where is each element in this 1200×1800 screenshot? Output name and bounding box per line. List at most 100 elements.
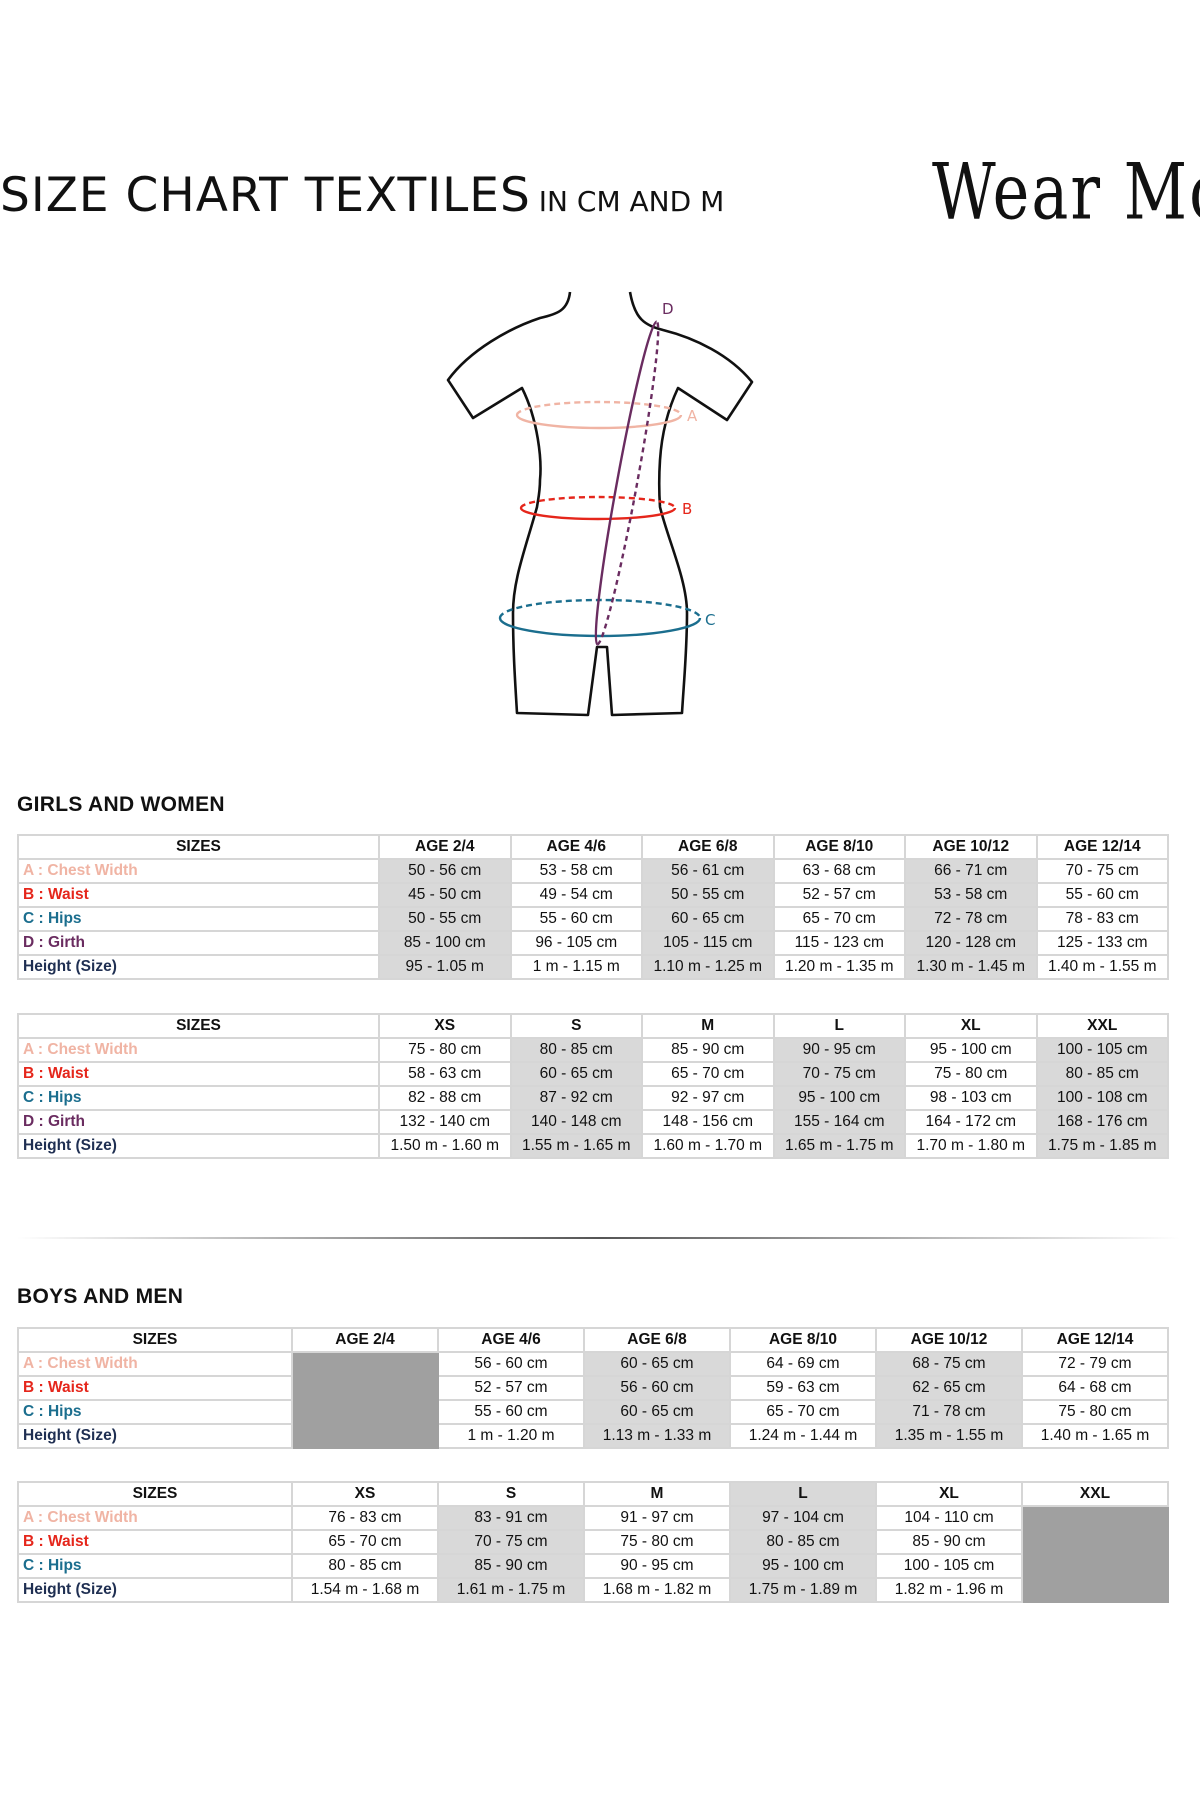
measurement-cell: 80 - 85 cm [1035,1061,1169,1087]
row-label-girth: D : Girth [17,930,380,956]
unavailable-cell [1021,1505,1169,1531]
measurement-cell: 78 - 83 cm [1035,906,1169,932]
unavailable-cell [291,1351,439,1377]
row-label-waist: B : Waist [17,882,380,908]
row-label-waist: B : Waist [17,1375,293,1401]
measurement-cell: 96 - 105 cm [509,930,643,956]
measurement-cell: 58 - 63 cm [378,1061,512,1087]
measurement-cell: 60 - 65 cm [583,1399,731,1425]
measurement-cell: 65 - 70 cm [772,906,906,932]
measurement-cell: 50 - 55 cm [641,882,775,908]
measurement-cell: 92 - 97 cm [641,1085,775,1111]
unavailable-cell [291,1423,439,1449]
header-size-column: XL [875,1481,1023,1507]
header-size-column: AGE 10/12 [875,1327,1023,1353]
section-divider [17,1237,1180,1239]
header-size-column: M [641,1013,775,1039]
measurement-cell: 100 - 108 cm [1035,1085,1169,1111]
measurement-cell: 1.60 m - 1.70 m [641,1133,775,1159]
measurement-cell: 66 - 71 cm [904,858,1038,884]
measurement-cell: 56 - 60 cm [583,1375,731,1401]
girls-age-size-table: SIZES AGE 2/4 AGE 4/6 AGE 6/8 AGE 8/10 AGE 10… [17,834,1169,980]
row-label-hips: C : Hips [17,1085,380,1111]
row-label-chest: A : Chest Width [17,1505,293,1531]
measurement-cell: 55 - 60 cm [437,1399,585,1425]
hips-ellipse-back [498,598,702,619]
waist-ellipse-front [519,507,677,521]
measurement-cell: 91 - 97 cm [583,1505,731,1531]
girth-ellipse-back [597,320,660,646]
header-size-column: AGE 4/6 [509,834,643,860]
measurement-cell: 72 - 78 cm [904,906,1038,932]
measurement-cell: 52 - 57 cm [772,882,906,908]
header-size-column: L [772,1013,906,1039]
table-row-hips: C : Hips 80 - 85 cm 85 - 90 cm 90 - 95 cm 95… [17,1553,1169,1579]
measurement-cell: 71 - 78 cm [875,1399,1023,1425]
body-outline [446,291,754,717]
measurement-cell: 50 - 56 cm [378,858,512,884]
unavailable-cell [1021,1529,1169,1555]
table-row-height: Height (Size) 1.50 m - 1.60 m 1.55 m - 1.6… [17,1133,1169,1159]
table-row-chest: A : Chest Width 76 - 83 cm 83 - 91 cm 91 - … [17,1505,1169,1531]
measurement-cell: 95 - 100 cm [772,1085,906,1111]
measurement-cell: 1.50 m - 1.60 m [378,1133,512,1159]
row-label-hips: C : Hips [17,1399,293,1425]
row-label-waist: B : Waist [17,1061,380,1087]
table-row-hips: C : Hips 82 - 88 cm 87 - 92 cm 92 - 97 cm 95… [17,1085,1169,1111]
measurement-cell: 60 - 65 cm [583,1351,731,1377]
women-size-table: SIZES XS S M L XL XXL A : Chest Width 75 - 80 cm… [17,1013,1169,1159]
measurement-cell: 97 - 104 cm [729,1505,877,1531]
measurement-cell: 1.13 m - 1.33 m [583,1423,731,1449]
unavailable-cell [1021,1553,1169,1579]
table-row-waist: B : Waist 65 - 70 cm 70 - 75 cm 75 - 80 cm 8… [17,1529,1169,1555]
measurement-cell: 1 m - 1.15 m [509,954,643,980]
header-size-column: AGE 10/12 [904,834,1038,860]
header-size-column: AGE 6/8 [583,1327,731,1353]
header-size-column: M [583,1481,731,1507]
measurement-cell: 70 - 75 cm [772,1061,906,1087]
row-label-chest: A : Chest Width [17,1037,380,1063]
wear-moi-logo: Wear Moi [932,146,1200,238]
girth-ellipse-front [594,320,657,646]
waist-ellipse-back [519,495,677,509]
measurement-cell: 59 - 63 cm [729,1375,877,1401]
measurement-cell: 62 - 65 cm [875,1375,1023,1401]
measurement-cell: 100 - 105 cm [1035,1037,1169,1063]
measurement-cell: 75 - 80 cm [378,1037,512,1063]
header-size-column: XS [378,1013,512,1039]
men-size-table: SIZES XS S M L XL XXL A : Chest Width 76 - 83 cm… [17,1481,1169,1603]
row-label-chest: A : Chest Width [17,1351,293,1377]
measurement-cell: 75 - 80 cm [1021,1399,1169,1425]
measurement-cell: 1.10 m - 1.25 m [641,954,775,980]
header-size-column: AGE 8/10 [772,834,906,860]
row-label-chest: A : Chest Width [17,858,380,884]
measurement-cell: 168 - 176 cm [1035,1109,1169,1135]
header-sizes: SIZES [17,1013,380,1039]
measurement-cell: 70 - 75 cm [437,1529,585,1555]
header-size-column: AGE 12/14 [1021,1327,1169,1353]
unavailable-cell [1021,1577,1169,1603]
measurement-cell: 64 - 68 cm [1021,1375,1169,1401]
measurement-cell: 65 - 70 cm [729,1399,877,1425]
measurement-cell: 75 - 80 cm [583,1529,731,1555]
measurement-cell: 80 - 85 cm [509,1037,643,1063]
measurement-cell: 85 - 100 cm [378,930,512,956]
section-title-girls-women: GIRLS AND WOMEN [17,793,225,816]
measurement-cell: 85 - 90 cm [437,1553,585,1579]
label-d: D [662,300,674,318]
section-title-boys-men: BOYS AND MEN [17,1285,184,1308]
measurement-cell: 120 - 128 cm [904,930,1038,956]
row-label-height: Height (Size) [17,954,380,980]
table-row-height: Height (Size) 1.54 m - 1.68 m 1.61 m - 1.7… [17,1577,1169,1603]
table-row-chest: A : Chest Width 50 - 56 cm 53 - 58 cm 56 - … [17,858,1169,884]
row-label-height: Height (Size) [17,1423,293,1449]
chest-ellipse-back [515,400,683,416]
header-size-column: AGE 8/10 [729,1327,877,1353]
measurement-cell: 1.30 m - 1.45 m [904,954,1038,980]
page-title: SIZE CHART TEXTILES IN CM AND M [0,168,724,223]
header-sizes: SIZES [17,1327,293,1353]
measurement-cell: 53 - 58 cm [904,882,1038,908]
measurement-cell: 85 - 90 cm [641,1037,775,1063]
measurement-cell: 49 - 54 cm [509,882,643,908]
